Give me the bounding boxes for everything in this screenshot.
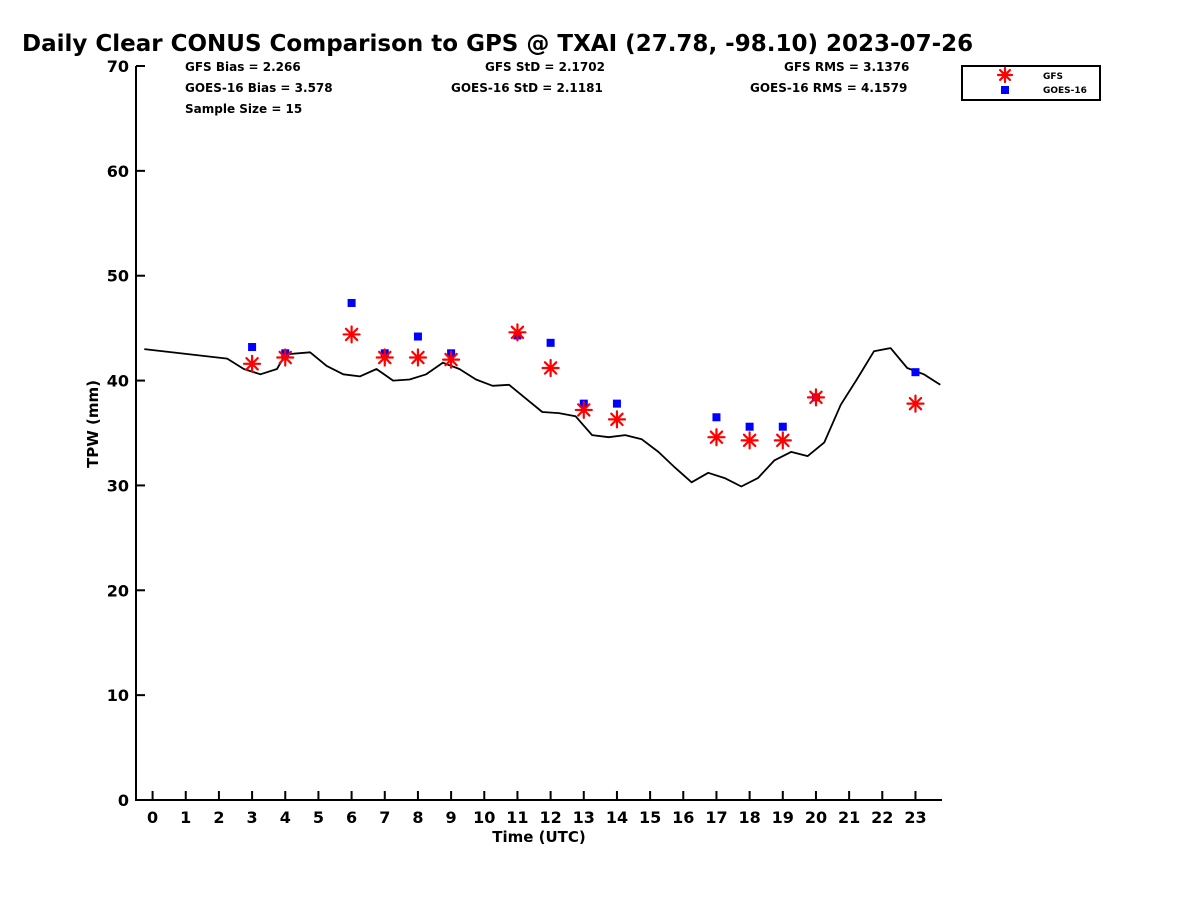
x-tick-label: 20 [805,808,827,827]
gfs-point [541,358,560,378]
y-tick-label: 0 [118,791,129,810]
gfs-point [442,350,461,369]
y-axis-label: TPW (mm) [84,380,102,468]
gfs-point [508,323,527,342]
legend-goes16-marker [1001,86,1009,94]
x-tick-label: 9 [446,808,457,827]
x-tick-label: 7 [379,808,390,827]
gfs-point [806,388,826,407]
x-tick-label: 16 [672,808,694,827]
x-tick-label: 19 [772,808,794,827]
gfs-rms-stat: GFS RMS = 3.1376 [784,60,910,74]
legend: GFS GOES-16 [961,65,1101,101]
gps-line [144,347,941,488]
gps-series [144,347,941,488]
x-tick-label: 17 [705,808,727,827]
x-tick-label: 21 [838,808,860,827]
goes16-point [712,413,721,422]
gfs-point [276,348,295,367]
x-tick-label: 11 [506,808,528,827]
y-tick-label: 40 [107,372,129,391]
gfs-point [375,348,394,367]
gfs-point [740,431,759,450]
legend-gfs-asterisk [996,66,1014,84]
goes16-point [911,368,920,377]
x-tick-label: 5 [313,808,324,827]
gfs-point [408,348,428,367]
legend-box [961,65,1101,101]
x-tick-label: 6 [346,808,357,827]
x-tick-label: 14 [606,808,628,827]
goes16-point [347,298,356,307]
x-tick-label: 18 [738,808,760,827]
x-tick-label: 0 [147,808,158,827]
gfs-point [574,400,593,420]
x-tick-label: 15 [639,808,661,827]
x-tick-label: 1 [180,808,191,827]
y-tick-label: 60 [107,162,129,181]
legend-gfs-marker [996,66,1014,84]
y-tick-label: 70 [107,57,129,76]
goes16-point [413,332,422,341]
x-tick-label: 13 [573,808,595,827]
x-axis-label: Time (UTC) [492,828,586,846]
x-tick-label: 12 [539,808,561,827]
goes16-point [546,338,555,347]
chart-title: Daily Clear CONUS Comparison to GPS @ TX… [22,31,974,57]
gfs-point [242,354,262,373]
y-tick-label: 20 [107,581,129,600]
goes-bias-stat: GOES-16 Bias = 3.578 [185,81,333,95]
gfs-point [906,394,925,413]
y-tick-label: 30 [107,476,129,495]
goes16-point [745,422,754,431]
x-tick-label: 8 [412,808,423,827]
gfs-point [707,428,726,447]
gfs-point [773,431,792,450]
x-tick-label: 10 [473,808,495,827]
x-tick-label: 23 [904,808,926,827]
sample-size-stat: Sample Size = 15 [185,102,303,116]
gfs-series [242,323,925,450]
x-tick-label: 4 [280,808,291,827]
y-tick-label: 50 [107,267,129,286]
goes-std-stat: GOES-16 StD = 2.1181 [451,81,603,95]
gfs-point [342,325,361,344]
goes16-point [612,399,621,408]
legend-goes16-label: GOES-16 [1043,86,1087,96]
goes16-point [778,422,787,431]
gfs-bias-stat: GFS Bias = 2.266 [185,60,301,74]
gfs-std-stat: GFS StD = 2.1702 [485,60,605,74]
y-tick-label: 10 [107,686,129,705]
gfs-point [607,410,627,429]
x-tick-label: 2 [213,808,224,827]
goes16-point [248,343,257,352]
goes-rms-stat: GOES-16 RMS = 4.1579 [750,81,908,95]
x-tick-label: 3 [247,808,258,827]
x-tick-label: 22 [871,808,893,827]
legend-gfs-label: GFS [1043,72,1063,82]
